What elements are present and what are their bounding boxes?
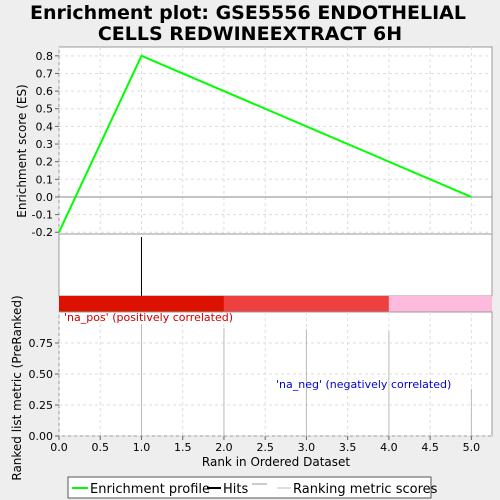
x-tick-label: 3.0 bbox=[298, 441, 316, 454]
x-tick-label: 2.5 bbox=[256, 441, 274, 454]
chart-title-line-2: CELLS REDWINEEXTRACT 6H bbox=[98, 23, 402, 45]
negative-correlation-label: 'na_neg' (negatively correlated) bbox=[276, 378, 451, 391]
positive-correlation-label: 'na_pos' (positively correlated) bbox=[64, 311, 233, 324]
es-y-tick-label: -0.2 bbox=[32, 226, 53, 239]
x-tick-label: 1.0 bbox=[133, 441, 151, 454]
es-y-tick-label: 0.1 bbox=[36, 173, 54, 186]
color-bar-segment bbox=[223, 296, 389, 312]
x-tick-label: 0.0 bbox=[50, 441, 68, 454]
legend-box bbox=[67, 476, 432, 499]
es-plot-area bbox=[58, 46, 493, 235]
hits-panel bbox=[58, 233, 493, 297]
x-tick-label: 2.0 bbox=[215, 441, 233, 454]
es-y-tick-label: 0.0 bbox=[36, 191, 54, 204]
x-axis-label: Rank in Ordered Dataset bbox=[202, 455, 350, 469]
es-y-tick-label: 0.4 bbox=[36, 120, 54, 133]
ranking-color-bar bbox=[59, 296, 492, 312]
es-y-axis-label: Enrichment score (ES) bbox=[15, 84, 29, 217]
es-y-tick-label: 0.5 bbox=[36, 103, 54, 116]
metric-y-tick-label: 0.00 bbox=[29, 430, 54, 443]
x-tick-label: 3.5 bbox=[339, 441, 357, 454]
legend-metric-label: Ranking metric scores bbox=[293, 482, 438, 497]
legend: Enrichment profile Hits Ranking metric s… bbox=[67, 476, 438, 499]
x-tick-label: 4.0 bbox=[380, 441, 398, 454]
es-panel: -0.2 -0.1 0.0 0.1 0.2 0.3 0.4 0.5 0.6 0.7 0.8 Enri… bbox=[15, 46, 493, 239]
x-tick-label: 0.5 bbox=[91, 441, 109, 454]
es-y-tick-label: 0.3 bbox=[36, 138, 54, 151]
es-y-tick-label: 0.7 bbox=[36, 67, 54, 80]
es-y-tick-label: -0.1 bbox=[32, 209, 53, 222]
metric-y-tick-label: 0.75 bbox=[29, 337, 54, 350]
color-bar-segment bbox=[388, 296, 492, 312]
legend-enrichment-label: Enrichment profile bbox=[90, 482, 210, 497]
color-bar-segment bbox=[59, 296, 224, 312]
hits-area bbox=[58, 233, 493, 297]
es-y-tick-label: 0.8 bbox=[36, 50, 54, 63]
es-y-tick-label: 0.2 bbox=[36, 156, 54, 169]
metric-y-axis-label: Ranked list metric (PreRanked) bbox=[10, 295, 24, 480]
x-tick-label: 1.5 bbox=[174, 441, 192, 454]
es-y-tick-label: 0.6 bbox=[36, 85, 54, 98]
chart-title-line-1: Enrichment plot: GSE5556 ENDOTHELIAL bbox=[30, 2, 466, 24]
x-tick-label: 5.0 bbox=[463, 441, 481, 454]
x-axis: 0.0 0.5 1.0 1.5 2.0 2.5 3.0 3.5 4.0 4.5 5.0 bbox=[50, 436, 480, 454]
metric-y-tick-label: 0.25 bbox=[29, 399, 54, 412]
enrichment-profile-line bbox=[58, 54, 472, 233]
x-tick-label: 4.5 bbox=[421, 441, 439, 454]
metric-panel: 0.00 0.25 0.50 0.75 'na_pos' (positively co… bbox=[10, 295, 493, 481]
legend-hits-label: Hits bbox=[223, 482, 248, 497]
metric-y-tick-label: 0.50 bbox=[29, 368, 54, 381]
